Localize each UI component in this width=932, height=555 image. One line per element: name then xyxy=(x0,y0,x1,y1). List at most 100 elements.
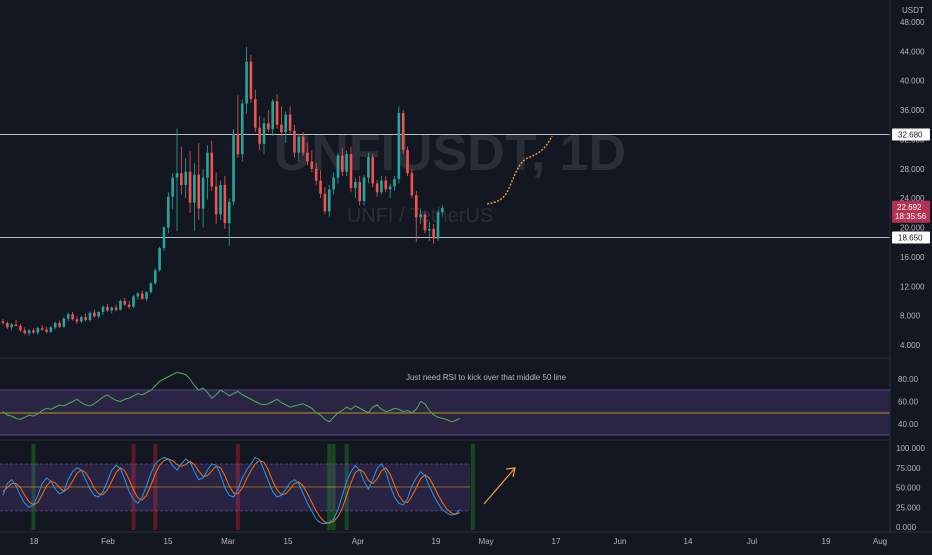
line-price-tag xyxy=(892,128,930,141)
candle-body xyxy=(236,133,240,155)
current-price-label: 22.692 xyxy=(897,203,922,212)
price-tick-label: 16.000 xyxy=(900,253,925,262)
candle-body xyxy=(127,304,131,307)
candle-body xyxy=(280,124,283,133)
candle-body xyxy=(380,180,383,193)
candle-body xyxy=(362,177,366,202)
stoch-tick-label: 75.000 xyxy=(896,464,921,473)
time-axis[interactable]: 18 Feb 15 Mar 15 Apr 19 May 17 Jun 14 Jul 19 Aug xyxy=(0,531,932,550)
candle-body xyxy=(175,173,179,178)
candle-body xyxy=(45,329,48,332)
line-price-tag xyxy=(892,231,930,244)
candle-body xyxy=(132,296,135,307)
rsi-pane[interactable]: Just need RSI to kick over that middle 5… xyxy=(0,371,890,436)
candle-body xyxy=(240,103,244,155)
candle-body xyxy=(106,306,109,311)
candles xyxy=(1,46,444,337)
time-tick-label: 19 xyxy=(822,537,831,546)
stoch-rsi-pane[interactable] xyxy=(0,444,516,530)
candle-body xyxy=(10,324,13,328)
time-tick-label: Feb xyxy=(101,537,115,546)
candle-body xyxy=(388,186,392,190)
time-tick-label: Mar xyxy=(221,537,235,546)
rsi-band xyxy=(0,390,890,435)
candle-body xyxy=(249,61,253,100)
candle-body xyxy=(1,321,5,323)
rsi-tick-label: 60.00 xyxy=(898,398,919,407)
candle-body xyxy=(375,183,379,193)
candle-body xyxy=(219,184,222,215)
candle-body xyxy=(171,177,174,197)
candle-body xyxy=(188,171,192,203)
candle-body xyxy=(345,154,348,172)
candle-body xyxy=(167,196,170,228)
candle-body xyxy=(367,157,370,178)
candle-body xyxy=(275,101,279,125)
watermark-symbol: UNFIUSDT, 1D xyxy=(274,124,626,182)
time-tick-label: May xyxy=(478,537,493,546)
line-price-tag-label: 18.650 xyxy=(898,233,923,242)
candle-body xyxy=(297,136,301,153)
time-tick-label: Jun xyxy=(614,537,627,546)
candle-body xyxy=(101,306,105,312)
horizontal-lines[interactable] xyxy=(0,134,890,238)
candle-body xyxy=(75,319,79,322)
price-tick-label: 36.000 xyxy=(900,106,925,115)
candle-body xyxy=(62,318,66,327)
candle-body xyxy=(6,322,9,328)
time-tick-label: 18 xyxy=(30,537,39,546)
price-tick-label: 4.000 xyxy=(900,341,921,350)
candle-body xyxy=(254,99,257,128)
candle-body xyxy=(284,114,288,133)
candle-body xyxy=(88,312,92,321)
candle-body xyxy=(262,123,266,144)
candle-body xyxy=(349,154,353,188)
candle-body xyxy=(32,330,35,333)
candle-body xyxy=(140,293,144,299)
candle-body xyxy=(436,212,440,239)
candle-body xyxy=(19,325,22,331)
candle-body xyxy=(401,113,405,150)
stoch-d-line xyxy=(2,458,460,524)
price-tick-label: 40.000 xyxy=(900,77,925,86)
time-tick-label: 14 xyxy=(684,537,693,546)
candle-body xyxy=(193,174,196,203)
line-price-tag-label: 32.680 xyxy=(898,130,923,139)
candle-body xyxy=(36,328,40,333)
time-tick-label: Jul xyxy=(747,537,757,546)
candle-body xyxy=(419,214,422,218)
time-tick-label: Apr xyxy=(352,537,365,546)
candle-body xyxy=(93,312,96,317)
price-tick-label: 48.000 xyxy=(900,18,925,27)
candle-body xyxy=(423,214,427,231)
candle-body xyxy=(201,177,205,209)
stoch-tick-label: 25.000 xyxy=(896,503,921,512)
candle-body xyxy=(197,174,201,209)
candle-body xyxy=(214,186,218,215)
price-pane[interactable]: UNFIUSDT, 1D UNFI / TetherUS xyxy=(0,46,890,337)
candle-body xyxy=(341,155,344,172)
projection-curve-drawing[interactable] xyxy=(486,135,553,205)
candle-body xyxy=(49,327,53,332)
candle-body xyxy=(58,322,61,327)
rsi-tick-label: 80.00 xyxy=(898,375,919,384)
candle-body xyxy=(119,300,122,310)
candle-body xyxy=(223,184,227,224)
up-arrow-drawing[interactable] xyxy=(483,467,516,505)
stoch-tick-label: 50.000 xyxy=(896,484,921,493)
candle-body xyxy=(40,328,44,330)
candle-body xyxy=(414,195,418,218)
candle-body xyxy=(245,61,248,104)
annotation-text[interactable]: Just need RSI to kick over that middle 5… xyxy=(406,373,567,382)
candle-body xyxy=(227,201,231,224)
time-tick-label: 15 xyxy=(284,537,293,546)
candle-body xyxy=(145,292,148,299)
candle-body xyxy=(153,270,157,284)
countdown-label: 18:35:56 xyxy=(895,212,927,221)
candle-body xyxy=(27,330,31,334)
candle-body xyxy=(206,152,209,178)
price-scale[interactable]: USDT 48.00044.00040.00036.00032.00028.00… xyxy=(889,0,932,532)
candle-body xyxy=(258,127,261,144)
currency-label: USDT xyxy=(902,6,924,15)
